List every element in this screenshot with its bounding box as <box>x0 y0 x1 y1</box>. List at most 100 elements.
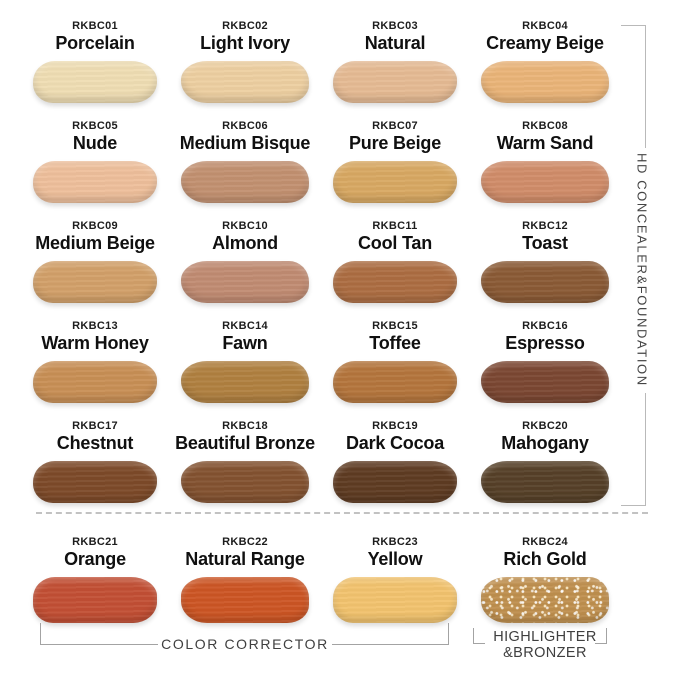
shade-name: Cool Tan <box>357 233 433 253</box>
swatch-cell: RKBC08 Warm Sand <box>470 108 620 208</box>
swatch-cell: RKBC04 Creamy Beige <box>470 8 620 108</box>
shade-name: Fawn <box>222 333 268 353</box>
color-corrector-group-label: COLOR CORRECTOR <box>158 636 332 652</box>
shade-code: RKBC17 <box>72 420 118 432</box>
shade-code: RKBC23 <box>372 536 418 548</box>
shade-code: RKBC03 <box>372 20 418 32</box>
hd-bracket-line-bottom <box>645 393 646 506</box>
highlighter-group-label-line2: &BRONZER <box>503 645 587 661</box>
shade-name: Yellow <box>367 549 423 569</box>
shade-code: RKBC08 <box>522 120 568 132</box>
highlighter-group-label-line1: HIGHLIGHTER <box>493 629 597 645</box>
shade-code: RKBC14 <box>222 320 268 332</box>
shade-name: Warm Honey <box>41 333 149 353</box>
shade-code: RKBC09 <box>72 220 118 232</box>
highlighter-group-label: HIGHLIGHTER &BRONZER <box>475 629 615 661</box>
shade-swatch <box>181 577 309 623</box>
shade-swatch <box>333 61 457 103</box>
highlighter-bracket-right-tick <box>606 628 607 644</box>
swatch-cell: RKBC22 Natural Range <box>170 508 320 626</box>
swatch-cell: RKBC13 Warm Honey <box>20 308 170 408</box>
shade-code: RKBC02 <box>222 20 268 32</box>
shade-swatch <box>333 577 457 623</box>
shade-name: Chestnut <box>56 433 134 453</box>
shade-name: Toffee <box>369 333 421 353</box>
shade-swatch <box>33 461 157 503</box>
swatch-cell: RKBC06 Medium Bisque <box>170 108 320 208</box>
shade-code: RKBC10 <box>222 220 268 232</box>
shade-code: RKBC15 <box>372 320 418 332</box>
swatch-cell: RKBC01 Porcelain <box>20 8 170 108</box>
shade-code: RKBC16 <box>522 320 568 332</box>
shade-code: RKBC11 <box>372 220 418 232</box>
swatch-cell: RKBC23 Yellow <box>320 508 470 626</box>
shade-name: Pure Beige <box>348 133 442 153</box>
swatch-cell: RKBC19 Dark Cocoa <box>320 408 470 508</box>
color-corrector-bracket-left-tick <box>40 623 41 645</box>
shade-swatch <box>481 161 609 203</box>
shade-swatch <box>481 461 609 503</box>
shade-swatch <box>333 261 457 303</box>
shade-swatch <box>481 577 609 623</box>
shade-name: Medium Bisque <box>179 133 311 153</box>
hd-bracket-top-tick <box>621 25 646 26</box>
shade-name: Creamy Beige <box>486 33 604 53</box>
shade-swatch <box>481 361 609 403</box>
swatch-grid: RKBC01 Porcelain RKBC02 Light Ivory RKBC… <box>20 8 620 626</box>
shade-name: Porcelain <box>55 33 135 53</box>
shade-code: RKBC07 <box>372 120 418 132</box>
swatch-cell: RKBC07 Pure Beige <box>320 108 470 208</box>
shade-name: Warm Sand <box>496 133 594 153</box>
shade-name: Toast <box>522 233 568 253</box>
shade-name: Almond <box>212 233 278 253</box>
shade-swatch <box>181 461 309 503</box>
shade-swatch <box>181 161 309 203</box>
shade-swatch <box>181 61 309 103</box>
swatch-cell: RKBC18 Beautiful Bronze <box>170 408 320 508</box>
group-divider-dashed-line <box>36 512 648 514</box>
shade-code: RKBC19 <box>372 420 418 432</box>
shade-code: RKBC20 <box>522 420 568 432</box>
swatch-cell: RKBC05 Nude <box>20 108 170 208</box>
swatch-cell: RKBC09 Medium Beige <box>20 208 170 308</box>
shade-code: RKBC21 <box>72 536 118 548</box>
highlighter-bracket-left-stub <box>473 643 485 644</box>
shade-name: Beautiful Bronze <box>175 433 315 453</box>
shade-swatch <box>481 261 609 303</box>
shade-swatch <box>181 261 309 303</box>
shade-code: RKBC05 <box>72 120 118 132</box>
shade-code: RKBC22 <box>222 536 268 548</box>
hd-group-label: HD CONCEALER&FOUNDATION <box>634 153 650 387</box>
swatch-cell: RKBC16 Espresso <box>470 308 620 408</box>
shade-name: Natural <box>364 33 426 53</box>
shade-swatch <box>33 61 157 103</box>
shade-name: Dark Cocoa <box>345 433 445 453</box>
color-corrector-bracket-right-tick <box>448 623 449 645</box>
shade-code: RKBC06 <box>222 120 268 132</box>
swatch-cell: RKBC11 Cool Tan <box>320 208 470 308</box>
shade-swatch <box>333 161 457 203</box>
swatch-cell: RKBC10 Almond <box>170 208 320 308</box>
swatch-cell: RKBC14 Fawn <box>170 308 320 408</box>
shade-name: Medium Beige <box>35 233 155 253</box>
shade-code: RKBC13 <box>72 320 118 332</box>
swatch-cell: RKBC15 Toffee <box>320 308 470 408</box>
shade-code: RKBC01 <box>72 20 118 32</box>
shade-swatch <box>181 361 309 403</box>
swatch-cell: RKBC20 Mahogany <box>470 408 620 508</box>
shade-code: RKBC24 <box>522 536 568 548</box>
swatch-cell: RKBC03 Natural <box>320 8 470 108</box>
shade-swatch <box>481 61 609 103</box>
shade-name: Natural Range <box>185 549 305 569</box>
highlighter-bracket-right-stub <box>595 643 607 644</box>
shade-swatch <box>33 261 157 303</box>
swatch-cell: RKBC02 Light Ivory <box>170 8 320 108</box>
shade-code: RKBC04 <box>522 20 568 32</box>
shade-name: Rich Gold <box>503 549 587 569</box>
shade-swatch <box>33 161 157 203</box>
swatch-cell: RKBC24 Rich Gold <box>470 508 620 626</box>
shade-name: Mahogany <box>501 433 589 453</box>
shade-swatch <box>33 577 157 623</box>
swatch-cell: RKBC17 Chestnut <box>20 408 170 508</box>
